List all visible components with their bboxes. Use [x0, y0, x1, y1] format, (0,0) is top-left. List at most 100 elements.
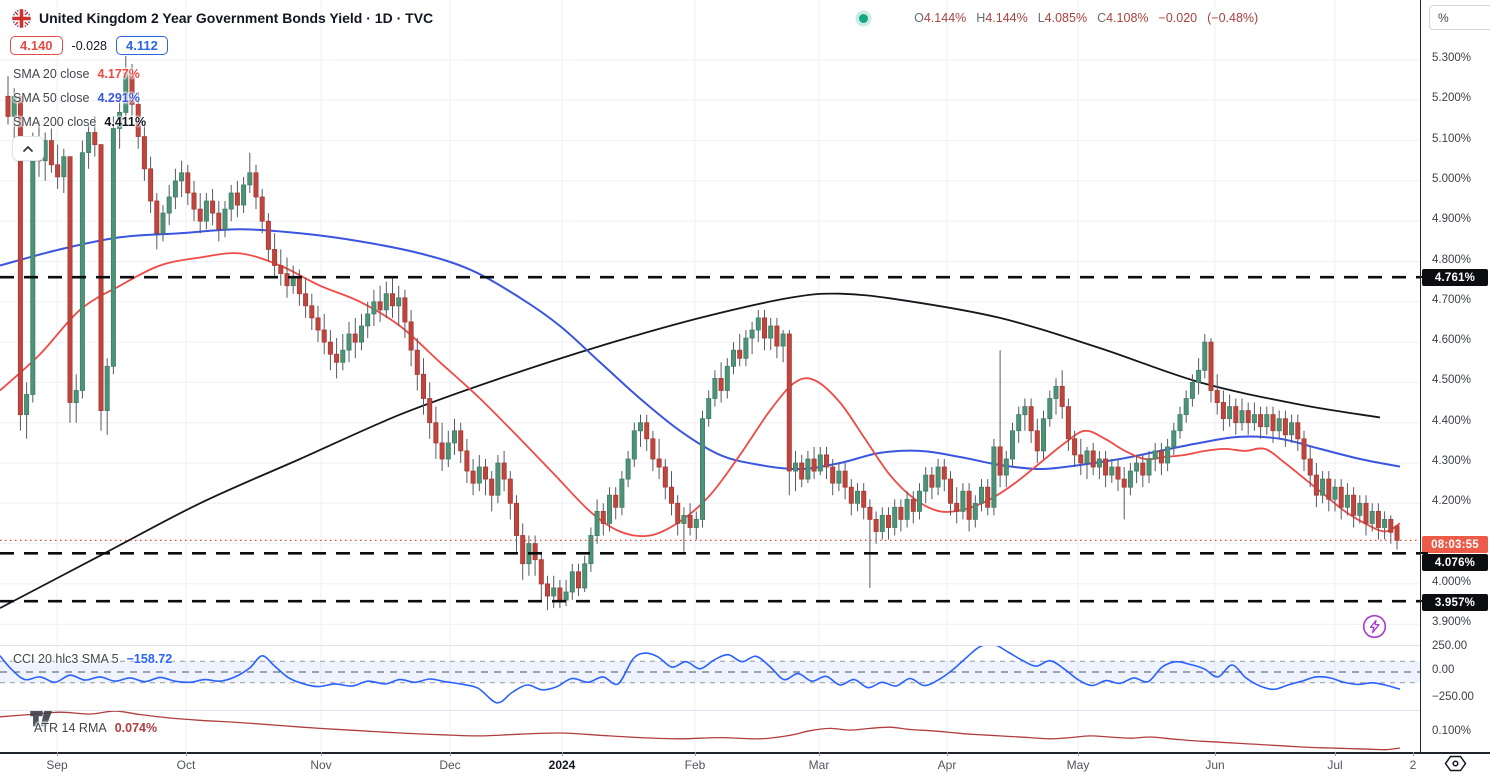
candle	[960, 490, 966, 512]
candle	[253, 172, 259, 198]
candle	[86, 132, 92, 154]
candle	[203, 200, 209, 222]
candle	[309, 305, 315, 319]
candle	[569, 571, 575, 593]
cci-line	[0, 646, 1401, 704]
price-label: 4.000%	[1432, 575, 1472, 588]
candle	[17, 95, 23, 416]
candle	[259, 196, 265, 222]
atr-label: ATR 14 RMA	[34, 721, 107, 735]
ask-badge[interactable]: 4.112	[116, 36, 168, 55]
candle	[1115, 466, 1121, 480]
legend-collapse-button[interactable]	[12, 136, 44, 161]
candle	[1010, 430, 1016, 460]
candle	[1028, 406, 1034, 432]
candle	[514, 502, 520, 536]
candle	[278, 265, 284, 275]
candle	[110, 128, 116, 367]
candle	[1245, 410, 1251, 424]
candle	[228, 192, 234, 210]
candle	[1289, 422, 1295, 436]
candle	[656, 458, 662, 468]
candle	[861, 490, 867, 508]
candle	[197, 208, 203, 222]
candle	[1332, 486, 1338, 500]
candle	[867, 506, 873, 520]
candle	[489, 478, 495, 496]
candle	[551, 587, 557, 597]
time-label: 2024	[548, 758, 576, 772]
time-axis-border	[0, 752, 1490, 754]
candle	[1134, 462, 1140, 472]
candle	[1072, 438, 1078, 456]
legend-sma200[interactable]: SMA 200 close 4.411%	[13, 112, 146, 132]
scale-settings-button[interactable]	[1444, 755, 1468, 772]
candle	[1016, 414, 1022, 432]
candle	[718, 377, 724, 391]
axis-tick	[1421, 552, 1428, 555]
candle	[11, 95, 17, 117]
time-scale[interactable]: Sep Oct Nov Dec 2024 Feb Mar Apr May Jun Jul 2	[0, 752, 1490, 778]
main-price-pane[interactable]	[0, 0, 1420, 645]
candle	[340, 349, 346, 363]
candle	[607, 494, 613, 524]
symbol-title[interactable]: United Kingdom 2 Year Government Bonds Y…	[39, 10, 434, 26]
candle	[1338, 486, 1344, 508]
candle	[793, 462, 799, 472]
atr-indicator-pane[interactable]	[0, 711, 1420, 752]
sma200-value: 4.411%	[104, 115, 147, 129]
candle	[724, 365, 730, 391]
price-scale[interactable]: % 5.300% 5.200% 5.100% 5.000% 4.900% 4.800% 4.…	[1420, 0, 1490, 752]
price-scale-unit-button[interactable]: %	[1429, 5, 1490, 30]
chart-header: United Kingdom 2 Year Government Bonds Y…	[12, 6, 1258, 30]
instant-order-lightning-button[interactable]	[1362, 614, 1387, 639]
pane-separator[interactable]	[0, 645, 1490, 646]
candle	[79, 152, 85, 391]
candle	[1344, 494, 1350, 508]
time-tick	[819, 752, 820, 756]
candle	[941, 466, 947, 480]
change-pct-value: (−0.48%)	[1207, 11, 1259, 25]
quote-row: 4.140 -0.028 4.112	[10, 36, 168, 55]
tradingview-watermark-icon	[28, 705, 55, 732]
candle	[265, 220, 271, 250]
candle	[1047, 398, 1053, 420]
candle	[1208, 341, 1214, 391]
candle	[910, 498, 916, 512]
candle	[172, 180, 178, 198]
candle	[557, 587, 563, 601]
candle	[123, 71, 129, 113]
sma200-label: SMA 200 close	[13, 115, 97, 129]
candle	[545, 583, 551, 597]
candle	[48, 140, 54, 166]
candle	[1202, 341, 1208, 371]
cci-label: CCI 20 hlc3 SMA 5	[13, 652, 119, 666]
time-label: 2	[1409, 758, 1417, 772]
price-label: 4.900%	[1432, 213, 1472, 226]
sma200-line	[0, 292, 1381, 609]
legend-atr[interactable]: ATR 14 RMA 0.074%	[34, 718, 157, 738]
legend-sma20[interactable]: SMA 20 close 4.177%	[13, 64, 140, 84]
candle	[1053, 385, 1059, 399]
legend-sma50[interactable]: SMA 50 close 4.291%	[13, 88, 140, 108]
candle	[1295, 422, 1301, 440]
candle	[135, 103, 141, 137]
ma-lines-layer	[0, 228, 1401, 609]
candle	[179, 172, 185, 182]
price-label: 4.700%	[1432, 293, 1472, 306]
candle	[1394, 525, 1400, 541]
candle	[365, 313, 371, 327]
cci-indicator-pane[interactable]	[0, 646, 1420, 710]
candle	[1251, 414, 1257, 424]
close-value: 4.108%	[1106, 11, 1149, 25]
candle	[389, 293, 395, 307]
candle	[55, 164, 61, 178]
bid-badge[interactable]: 4.140	[10, 36, 63, 55]
legend-cci[interactable]: CCI 20 hlc3 SMA 5 −158.72	[13, 649, 172, 669]
candle	[1189, 381, 1195, 399]
candle	[1220, 402, 1226, 420]
price-label: 4.800%	[1432, 253, 1472, 266]
time-tick	[321, 752, 322, 756]
change-value: −0.020	[1158, 11, 1198, 25]
pane-separator[interactable]	[0, 710, 1490, 711]
